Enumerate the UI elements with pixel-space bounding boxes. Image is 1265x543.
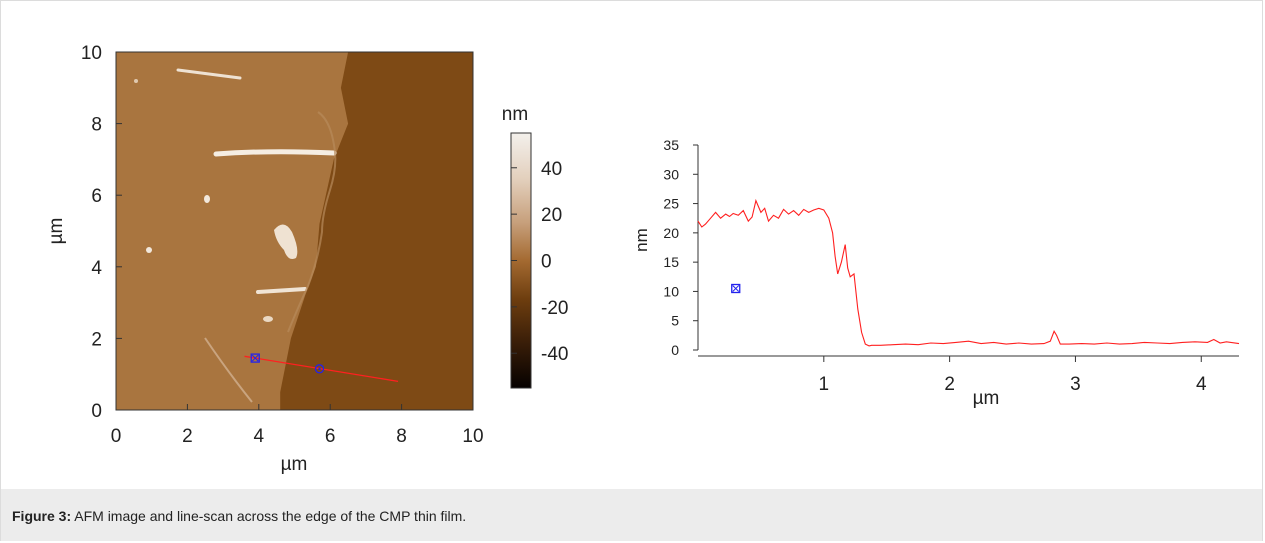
colorbar-tick-label: 40 [541,159,562,180]
profile-x-ticks: 1 2 3 4 [819,356,1207,395]
marker-cross [732,285,740,292]
afm-x-tick-label: 8 [396,426,407,447]
profile-x-tick-label: 2 [944,374,955,395]
afm-x-ticks: 0 2 4 6 8 10 [111,404,484,447]
profile-x-tick-label: 1 [819,374,830,395]
afm-y-tick-label: 2 [91,329,102,350]
afm-markers [250,353,325,374]
profile-y-tick-label: 10 [663,283,679,299]
colorbar-tick-label: 20 [541,205,562,226]
colorbar-tick-label: -40 [541,344,568,365]
profile-y-tick-label: 0 [671,342,679,358]
afm-x-axis-label: µm [281,454,308,475]
colorbar-ticks: 40 20 0 -20 -40 [511,159,568,365]
profile-x-axis: 1 2 3 4 µm [698,355,1239,409]
profile-x-axis-label: µm [973,388,1000,409]
profile-y-tick-label: 5 [671,313,679,329]
afm-debris-particle [134,79,138,83]
profile-y-tick-label: 35 [663,137,679,153]
afm-y-tick-label: 0 [91,401,102,422]
figure-area: 0 2 4 6 8 10 µm 0 2 4 6 8 10 µm nm 40 20 0 -20 -40 0 5 1… [46,43,1240,475]
afm-debris-blob [274,224,298,259]
afm-image-panel: 0 2 4 6 8 10 µm 0 2 4 6 8 10 µm [46,43,484,475]
afm-debris-streak [176,68,242,80]
colorbar-unit-label: nm [502,104,528,125]
marker-cross [251,354,259,362]
profile-markers [731,283,741,294]
caption-bar: Figure 3: AFM image and line-scan across… [1,489,1262,541]
profile-x-tick-label: 4 [1196,374,1207,395]
caption-label: Figure 3: [12,508,72,524]
afm-debris-particle [146,247,152,253]
afm-x-tick-label: 4 [254,426,265,447]
profile-series-line [697,198,1240,347]
afm-film-region [116,52,349,410]
profile-y-axis: 0 5 10 15 20 25 30 35 nm [632,137,699,358]
afm-x-axis: 0 2 4 6 8 10 µm [111,404,484,475]
profile-y-tick-label: 30 [663,166,679,182]
afm-y-axis-label: µm [46,218,67,245]
caption-text: AFM image and line-scan across the edge … [74,508,467,524]
profile-y-axis-label: nm [632,228,651,252]
afm-y-ticks: 0 2 4 6 8 10 [81,43,122,422]
afm-x-tick-label: 0 [111,426,122,447]
afm-y-tick-label: 8 [91,115,102,136]
profile-x-tick-label: 3 [1070,374,1081,395]
afm-scratch [204,337,253,403]
afm-x-tick-label: 10 [462,426,483,447]
marker-dot [318,367,321,371]
figure-caption: Figure 3: AFM image and line-scan across… [12,508,466,524]
afm-edge-ridge [287,111,337,333]
marker-square [731,283,741,294]
afm-debris-streak [256,287,307,294]
marker-circle [314,364,325,374]
line-profile-panel: 0 5 10 15 20 25 30 35 nm 1 2 3 4 µm [632,137,1240,409]
line-scan-path [244,355,399,383]
marker-square [250,353,260,363]
profile-y-tick-label: 15 [663,254,679,270]
afm-x-tick-label: 2 [182,426,193,447]
afm-debris-streak [213,149,337,157]
afm-debris-particle [263,316,273,322]
afm-debris-particle [204,195,210,203]
afm-surface-features [134,68,337,403]
colorbar: nm 40 20 0 -20 -40 [502,104,568,389]
profile-y-ticks: 0 5 10 15 20 25 30 35 [663,137,698,358]
afm-y-tick-label: 6 [91,186,102,207]
afm-y-tick-label: 10 [81,43,102,64]
colorbar-tick-label: 0 [541,252,552,273]
afm-x-tick-label: 6 [325,426,336,447]
afm-y-axis: 0 2 4 6 8 10 µm [46,43,122,422]
afm-y-tick-label: 4 [91,258,102,279]
profile-y-tick-label: 25 [663,196,679,212]
profile-y-tick-label: 20 [663,225,679,241]
colorbar-tick-label: -20 [541,298,568,319]
